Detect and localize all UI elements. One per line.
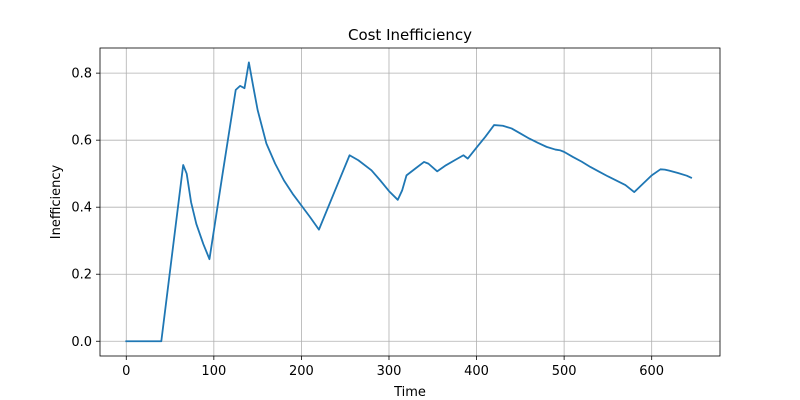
x-tick-label: 0 — [122, 364, 130, 379]
y-axis: 0.0 0.2 0.4 0.6 0.8 — [71, 67, 100, 350]
series-group — [125, 61, 693, 343]
y-tick-label: 0.4 — [71, 201, 92, 216]
y-tick-label: 0.8 — [71, 67, 92, 82]
y-tick-label: 0.0 — [71, 335, 92, 350]
x-tick-label: 600 — [639, 364, 664, 379]
y-tick-label: 0.2 — [71, 268, 92, 283]
y-axis-label: Inefficiency — [49, 164, 64, 239]
chart-title: Cost Inefficiency — [348, 26, 472, 44]
x-tick-label: 100 — [201, 364, 226, 379]
x-tick-label: 300 — [377, 364, 402, 379]
x-axis-label: Time — [393, 385, 426, 400]
plot-area-frame — [99, 47, 721, 357]
y-tick-label: 0.6 — [71, 134, 92, 149]
x-tick-label: 500 — [552, 364, 577, 379]
series-line — [125, 61, 693, 343]
grid — [100, 48, 720, 356]
x-tick-label: 400 — [464, 364, 489, 379]
x-axis: 0 100 200 300 400 500 600 — [122, 356, 664, 379]
x-tick-label: 200 — [289, 364, 314, 379]
